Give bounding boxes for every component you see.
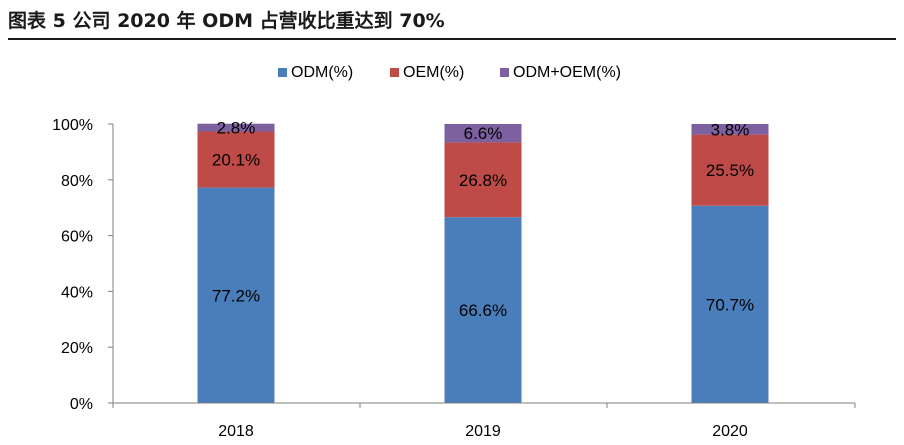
bar-odm-2019 [444, 217, 522, 403]
data-label-oem-2019: 26.8% [459, 171, 507, 190]
legend-swatch-odm-oem [500, 68, 509, 77]
bar-oem-2018 [197, 131, 275, 188]
x-tick-label-2018: 2018 [218, 423, 254, 440]
data-label-oem-2018: 20.1% [212, 151, 260, 170]
legend-swatch-odm [278, 68, 287, 77]
y-tick-label: 100% [52, 117, 93, 134]
title-rule [8, 38, 896, 40]
bar-odm-2020 [691, 205, 769, 403]
data-label-odm-2020: 70.7% [706, 295, 754, 314]
figure-title: 图表 5 公司 2020 年 ODM 占营收比重达到 70% [8, 10, 445, 32]
y-tick-label: 80% [61, 173, 93, 190]
data-label-odm-oem-2020: 3.8% [711, 120, 750, 139]
bar-odm-oem-2018 [197, 123, 275, 132]
legend-label-oem: OEM(%) [403, 64, 464, 81]
data-label-odm-oem-2019: 6.6% [464, 124, 503, 143]
x-tick-label-2019: 2019 [465, 423, 501, 440]
data-label-odm-oem-2018: 2.8% [217, 119, 256, 138]
bar-odm-oem-2019 [444, 124, 522, 143]
data-label-oem-2020: 25.5% [706, 161, 754, 180]
legend-swatch-oem [390, 68, 399, 77]
bar-oem-2019 [444, 142, 522, 218]
data-label-odm-2019: 66.6% [459, 301, 507, 320]
y-tick-label: 60% [61, 229, 93, 246]
bar-odm-2018 [197, 187, 275, 403]
legend-label-odm-oem: ODM+OEM(%) [513, 64, 621, 81]
y-tick-label: 0% [70, 396, 93, 413]
legend-label-odm: ODM(%) [291, 64, 353, 81]
bar-oem-2020 [691, 134, 769, 206]
data-label-odm-2018: 77.2% [212, 286, 260, 305]
y-tick-label: 40% [61, 284, 93, 301]
x-tick-label-2020: 2020 [712, 423, 748, 440]
bar-odm-oem-2020 [691, 124, 769, 135]
y-tick-label: 20% [61, 340, 93, 357]
